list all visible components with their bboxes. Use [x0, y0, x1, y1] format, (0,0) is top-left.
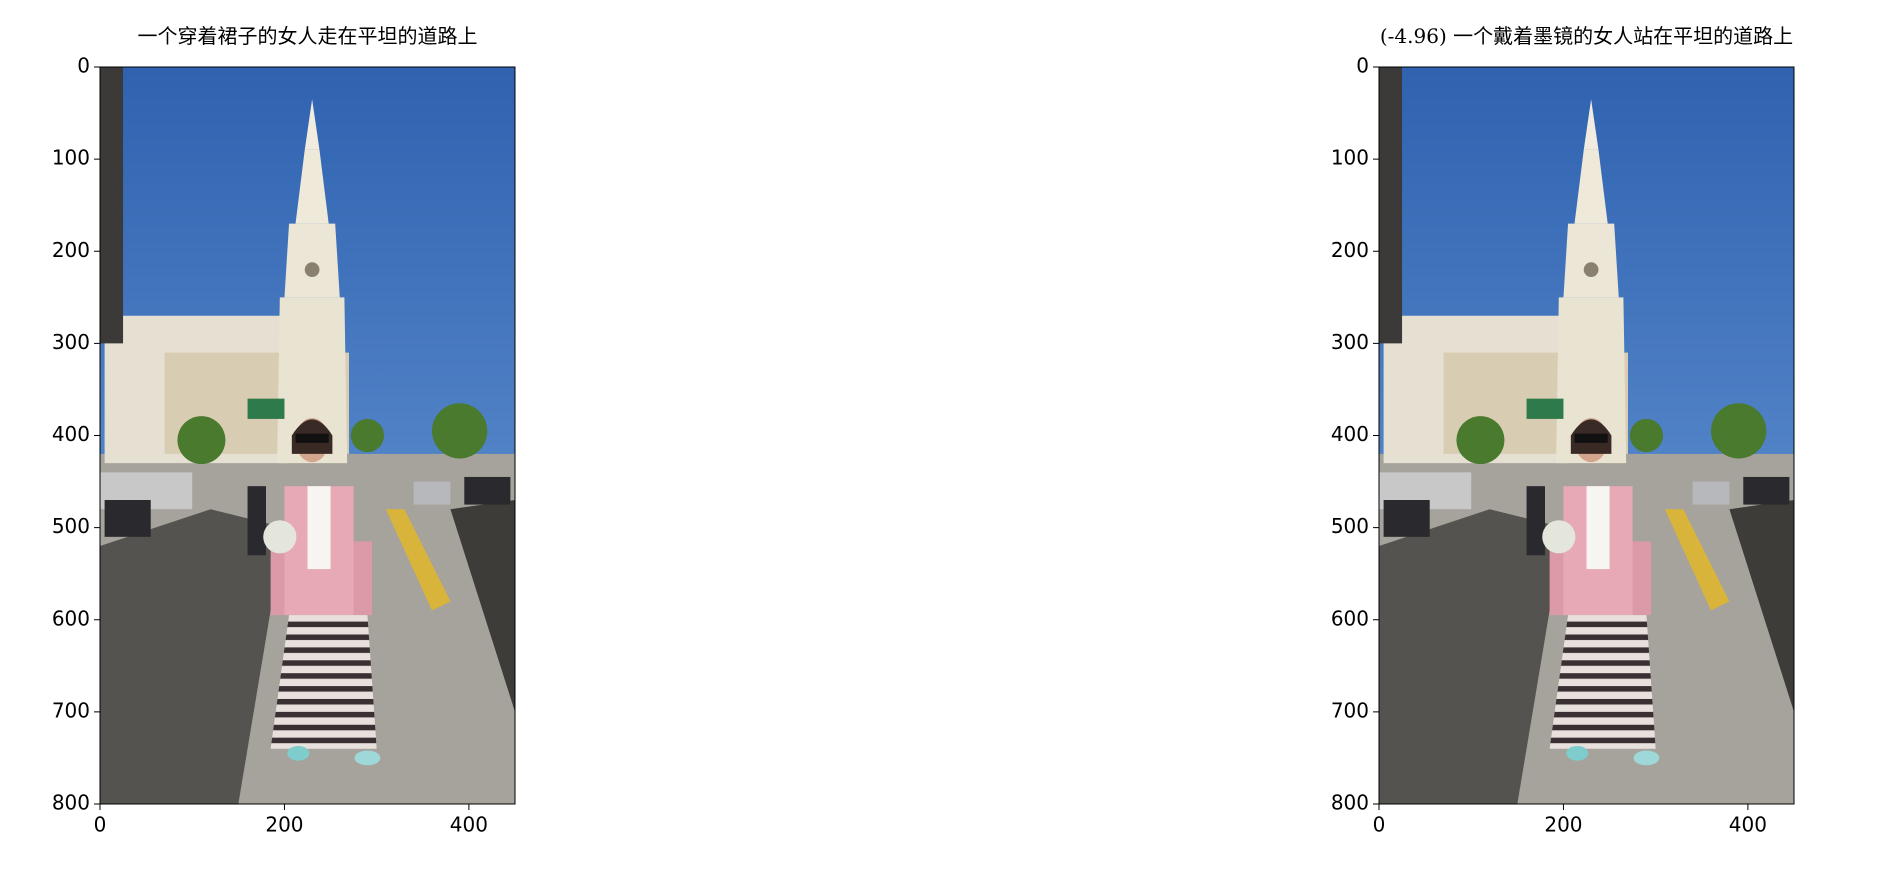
- x-tick-label: 200: [265, 813, 303, 837]
- y-tick-label: 200: [52, 238, 90, 262]
- y-tick-label: 100: [52, 146, 90, 170]
- y-tick-label: 300: [52, 330, 90, 354]
- y-tick-label: 700: [52, 698, 90, 722]
- x-tick-label: 400: [450, 813, 488, 837]
- y-tick-label: 500: [1331, 514, 1369, 538]
- x-tick-label: 0: [1373, 813, 1386, 837]
- y-tick-label: 100: [1331, 146, 1369, 170]
- y-tick-label: 500: [52, 514, 90, 538]
- y-tick-label: 300: [1331, 330, 1369, 354]
- image: [100, 67, 515, 804]
- y-tick-label: 200: [1331, 238, 1369, 262]
- y-tick-label: 700: [1331, 698, 1369, 722]
- y-tick-label: 800: [1331, 791, 1369, 815]
- x-tick-label: 0: [94, 813, 107, 837]
- y-tick-label: 600: [1331, 606, 1369, 630]
- y-tick-label: 800: [52, 791, 90, 815]
- y-tick-label: 400: [1331, 422, 1369, 446]
- image: [1379, 67, 1794, 804]
- axes-title: (-4.96) 一个戴着墨镜的女人站在平坦的道路上: [1380, 24, 1793, 48]
- y-tick-label: 400: [52, 422, 90, 446]
- x-tick-label: 400: [1729, 813, 1767, 837]
- y-tick-label: 0: [77, 54, 90, 78]
- x-tick-label: 200: [1544, 813, 1582, 837]
- axes-title: 一个穿着裙子的女人走在平坦的道路上: [138, 24, 478, 48]
- y-tick-label: 600: [52, 606, 90, 630]
- y-tick-label: 0: [1356, 54, 1369, 78]
